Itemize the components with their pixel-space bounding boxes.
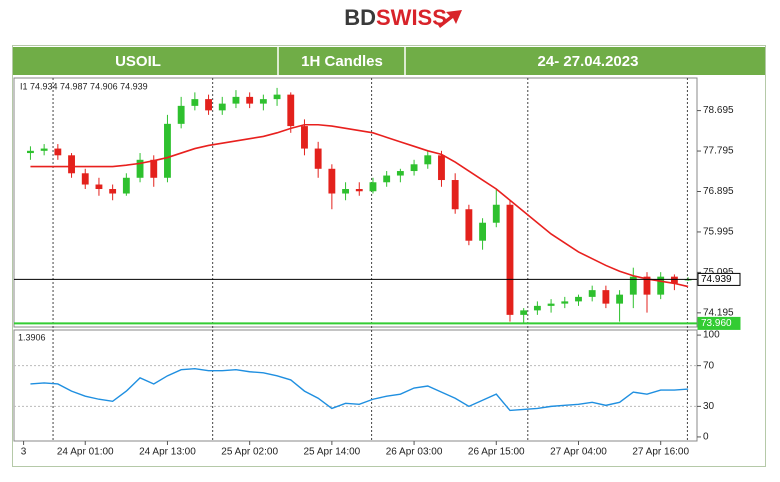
candle-body [396,171,404,176]
candle-body [479,222,487,241]
indicator-panel [13,329,698,442]
candle-body [177,105,185,124]
price-line-label: 73.960 [701,318,732,329]
logo-swiss: SWISS [376,5,447,30]
candle-body [355,189,363,192]
candle-body [246,96,254,104]
candle-body [218,103,226,111]
candle-body [575,296,582,302]
indicator-tick-label: 30 [703,401,715,412]
candle-body [273,94,281,100]
x-tick-label: 25 Apr 14:00 [304,447,361,458]
candle-body [27,150,34,154]
candle-body [670,276,678,284]
timeframe: 1H Candles [301,53,383,70]
indicator-tick-label: 0 [703,432,709,443]
candle-body [301,126,308,149]
candle-body [369,182,377,192]
price-line-label: 74.939 [701,274,732,285]
y-tick-label: 77.795 [703,146,734,157]
candle-body [465,209,473,241]
indicator-tick-label: 70 [703,360,715,371]
y-tick-label: 78.695 [703,105,734,116]
x-tick-label: 26 Apr 03:00 [386,447,443,458]
candle-body [68,155,75,174]
candle-body [191,99,199,106]
candle-body [164,123,171,178]
x-tick-label: 25 Apr 02:00 [221,447,278,458]
candle-body [451,180,459,210]
logo-bd: BD [344,5,376,30]
indicator-tick-label: 100 [703,330,720,341]
header-bar [13,47,765,75]
price-line-box [697,316,741,330]
candle-body [602,290,610,304]
y-tick-label: 75.095 [703,267,734,278]
y-tick-label: 74.195 [703,307,734,318]
indicator-label: 1.3906 [18,332,46,342]
candle-body [150,159,158,178]
candle-body [383,175,391,183]
symbol: USOIL [115,53,161,70]
logo-arrow [438,10,462,28]
candle-body [122,177,130,194]
candle-body [109,189,117,194]
candle-body [232,96,240,104]
candle-body [506,204,514,315]
candle-body [438,155,445,181]
price-line-box [697,272,741,286]
x-tick-label: 3 [21,447,27,458]
candle-body [259,99,267,104]
candle-body [81,173,89,185]
candle-body [492,204,500,223]
candle-body [287,94,295,127]
candle-body [629,276,637,295]
candle-body [410,164,418,172]
candle-body [342,189,349,194]
x-tick-label: 24 Apr 01:00 [57,447,114,458]
candle-body [424,155,432,165]
candle-body [54,148,62,156]
frame [12,45,766,467]
x-tick-label: 24 Apr 13:00 [139,447,196,458]
candle-body [657,276,665,295]
candle-body [40,148,48,151]
candle-body [314,148,322,169]
info-label: I1 74.934 74.987 74.906 74.939 [20,81,148,91]
candle-body [520,310,528,315]
candle-body [95,184,103,190]
candle-body [547,303,555,306]
y-tick-label: 76.895 [703,186,734,197]
y-tick-label: 75.995 [703,227,734,238]
candle-body [588,290,596,297]
x-tick-label: 26 Apr 15:00 [468,447,525,458]
candle-body [205,99,212,111]
candle-body [561,301,569,304]
candle-body [533,305,541,311]
candle-body [643,276,651,295]
candle-body [328,168,336,194]
x-tick-label: 27 Apr 04:00 [550,447,607,458]
indicator-line [30,367,689,412]
period: 24- 27.04.2023 [538,53,639,70]
candle-body [616,294,624,304]
moving-average [30,123,689,288]
candle-body [136,159,144,178]
x-tick-label: 27 Apr 16:00 [632,447,689,458]
main-panel [13,77,698,328]
